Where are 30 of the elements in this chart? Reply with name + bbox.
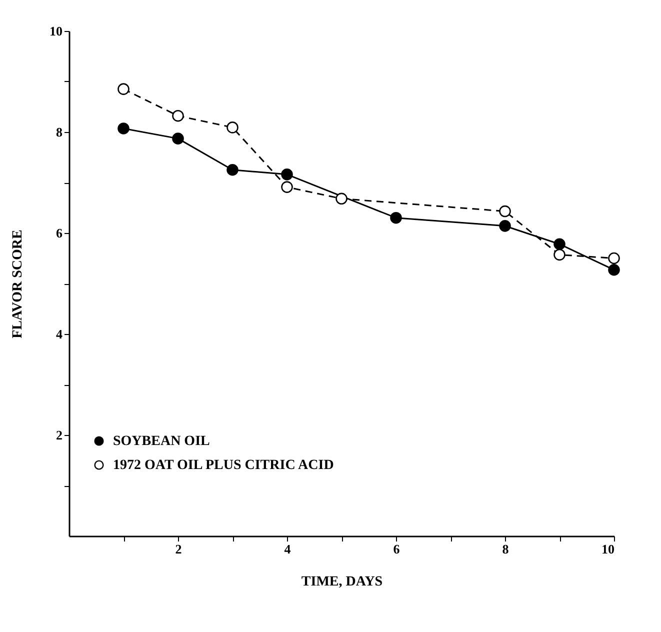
point [172, 110, 184, 122]
x-tick-label: 8 [502, 542, 510, 556]
point [226, 164, 238, 176]
point [390, 212, 402, 224]
legend-label: SOYBEAN OIL [113, 434, 210, 449]
point [118, 122, 130, 134]
y-tick-label: 8 [56, 124, 63, 140]
x-tick-label: 4 [284, 542, 292, 556]
point [608, 252, 620, 264]
y-tick-label: 2 [56, 428, 62, 442]
point [226, 122, 238, 134]
point [281, 181, 293, 193]
point [554, 248, 566, 261]
y-tick-label: 6 [56, 226, 63, 240]
y-axis-title: FLAVOR SCORE [10, 230, 26, 338]
point [281, 168, 293, 180]
legend-label: 1972 OAT OIL PLUS CITRIC ACID [113, 458, 334, 473]
point [118, 83, 130, 95]
point [554, 238, 566, 250]
x-axis-title: TIME, DAYS [301, 574, 383, 590]
x-tick-label: 2 [175, 542, 182, 556]
y-tick-label: 10 [50, 24, 62, 38]
point [336, 192, 348, 205]
point [499, 205, 511, 218]
point [608, 264, 620, 276]
y-tick-label: 4 [56, 326, 63, 342]
point [499, 220, 511, 232]
x-tick-label: 10 [602, 542, 614, 556]
point [172, 132, 184, 144]
x-tick-label: 6 [393, 542, 400, 556]
